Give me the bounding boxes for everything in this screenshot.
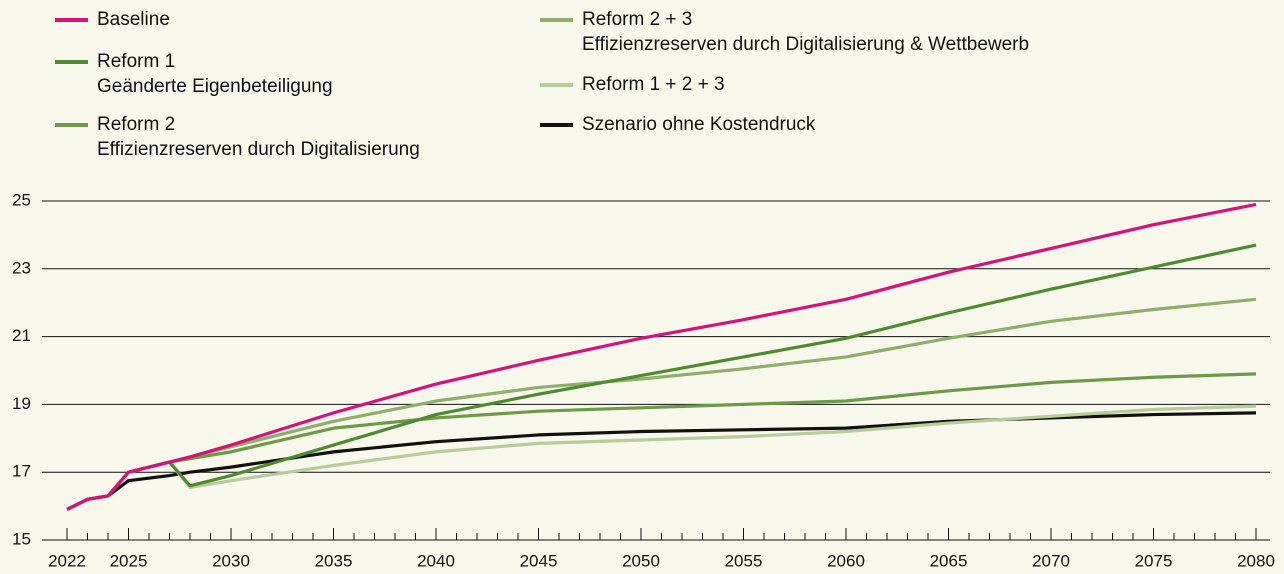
x-tick-label: 2025 xyxy=(110,551,148,570)
legend-label: Reform 2 xyxy=(97,114,175,135)
x-tick-label: 2065 xyxy=(930,551,968,570)
legend-label: Baseline xyxy=(97,9,170,30)
x-tick-label: 2075 xyxy=(1135,551,1173,570)
y-tick-label: 17 xyxy=(12,462,31,481)
y-tick-label: 25 xyxy=(12,190,31,209)
legend-label: Szenario ohne Kostendruck xyxy=(582,114,816,135)
legend-description: Effizienzreserven durch Digitalisierung xyxy=(97,139,420,160)
x-tick-label: 2030 xyxy=(212,551,250,570)
legend-label: Reform 2 + 3 xyxy=(582,9,692,30)
legend-label: Reform 1 xyxy=(97,51,175,72)
x-tick-label: 2022 xyxy=(48,551,86,570)
legend-description: Geänderte Eigenbeteiligung xyxy=(97,76,333,97)
x-tick-label: 2080 xyxy=(1237,551,1275,570)
legend-label: Reform 1 + 2 + 3 xyxy=(582,74,725,95)
x-tick-label: 2050 xyxy=(622,551,660,570)
x-tick-label: 2045 xyxy=(520,551,558,570)
series-line xyxy=(66,404,1257,511)
x-tick-label: 2060 xyxy=(827,551,865,570)
x-tick-label: 2040 xyxy=(417,551,455,570)
x-tick-label: 2055 xyxy=(725,551,763,570)
series-line xyxy=(66,202,1257,511)
y-tick-label: 19 xyxy=(12,394,31,413)
y-tick-label: 21 xyxy=(12,326,31,345)
legend-description: Effizienzreserven durch Digitalisierung … xyxy=(582,34,1029,55)
y-tick-label: 15 xyxy=(12,529,31,548)
x-tick-label: 2070 xyxy=(1032,551,1070,570)
series-line xyxy=(66,411,1257,511)
y-tick-label: 23 xyxy=(12,258,31,277)
x-tick-label: 2035 xyxy=(315,551,353,570)
